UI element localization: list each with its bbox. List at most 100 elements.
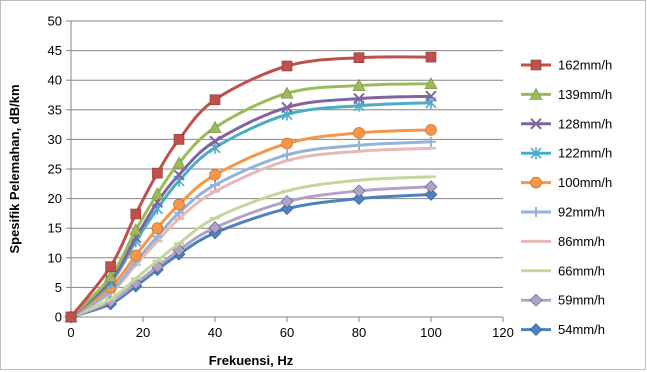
legend-marker	[530, 59, 542, 71]
data-point	[280, 86, 294, 99]
data-point	[209, 94, 221, 106]
legend-marker	[531, 207, 541, 217]
legend-label: 162mm/h	[558, 58, 612, 73]
data-point	[209, 169, 221, 181]
data-point	[208, 120, 222, 133]
data-point	[208, 221, 222, 235]
y-tick-label: 50	[48, 14, 62, 29]
data-point	[426, 136, 436, 147]
y-tick-label: 10	[48, 250, 62, 265]
series-line	[69, 82, 432, 319]
data-point	[281, 60, 293, 72]
data-point	[281, 137, 293, 150]
legend-item: 100mm/h	[521, 175, 612, 190]
data-point	[424, 180, 438, 194]
legend-marker	[529, 293, 543, 307]
legend-label: 100mm/h	[558, 175, 612, 190]
series-line	[70, 175, 432, 319]
x-tick-label: 0	[67, 325, 74, 340]
data-point	[353, 52, 365, 64]
y-tick-labels: 0 5 10 15 20 25 30 35 40 45 50	[48, 14, 62, 325]
series-line	[70, 140, 432, 319]
legend-label: 122mm/h	[558, 146, 612, 161]
axes	[66, 20, 504, 322]
x-tick-label: 20	[136, 325, 150, 340]
data-point	[352, 192, 366, 206]
x-tick-label: 40	[208, 325, 222, 340]
x-axis-label: Frekuensi, Hz	[209, 353, 294, 368]
data-point	[425, 51, 437, 63]
data-point	[130, 208, 142, 220]
legend-item: 122mm/h	[521, 146, 612, 161]
y-tick-label: 35	[48, 102, 62, 117]
data-point	[65, 311, 77, 323]
data-point	[352, 184, 366, 198]
series-group	[64, 51, 438, 324]
data-point	[173, 134, 185, 145]
data-point	[173, 169, 185, 181]
legend-item: 162mm/h	[521, 58, 612, 73]
data-point	[152, 167, 163, 179]
legend-label: 139mm/h	[558, 87, 612, 102]
y-tick-label: 40	[48, 73, 62, 88]
legend-item: 128mm/h	[521, 116, 612, 131]
legend-marker	[530, 176, 542, 189]
data-point	[354, 140, 364, 151]
legend-marker	[529, 323, 543, 337]
data-point	[150, 187, 164, 200]
data-point	[353, 127, 365, 139]
data-point	[424, 188, 438, 201]
legend-label: 86mm/h	[558, 234, 605, 249]
y-axis-label: Spesifik Pelemahan, dB/km	[7, 84, 22, 253]
x-tick-labels: 0 20 40 60 80 100 120	[67, 325, 513, 340]
data-point	[129, 223, 143, 236]
series-162mm-h	[65, 51, 437, 323]
legend-label: 92mm/h	[558, 205, 605, 220]
legend-label: 66mm/h	[558, 263, 605, 278]
legend-label: 54mm/h	[558, 322, 605, 337]
legend-item: 66mm/h	[521, 263, 605, 278]
data-point	[173, 198, 185, 211]
legend-item: 59mm/h	[521, 293, 605, 308]
series-line	[70, 101, 432, 319]
data-point	[104, 270, 118, 283]
series-66mm-h	[66, 175, 436, 319]
legend-marker	[529, 87, 543, 100]
data-point	[280, 195, 294, 208]
y-tick-label: 5	[55, 280, 62, 295]
data-point	[281, 101, 293, 114]
legend: 162mm/h 139mm/h 128mm/h 122mm/h 100mm/h 92mm/…	[521, 58, 612, 337]
data-point	[172, 156, 186, 169]
legend-marker	[530, 118, 542, 130]
data-point	[282, 149, 292, 160]
data-point	[209, 135, 221, 147]
x-tick-label: 120	[492, 325, 514, 340]
data-point	[210, 179, 220, 190]
data-point	[425, 90, 437, 102]
y-tick-label: 0	[55, 310, 62, 325]
series-54mm-h	[64, 188, 438, 324]
y-tick-label: 25	[48, 162, 62, 177]
data-point	[424, 77, 438, 90]
legend-item: 92mm/h	[521, 205, 605, 220]
y-tick-label: 30	[48, 132, 62, 147]
data-point	[130, 249, 142, 262]
y-tick-label: 45	[48, 43, 62, 58]
data-point	[105, 261, 116, 272]
y-tick-label: 15	[48, 221, 62, 236]
data-point	[425, 124, 437, 136]
x-tick-label: 100	[420, 325, 442, 340]
legend-item: 54mm/h	[521, 322, 605, 337]
data-point	[352, 78, 366, 91]
x-tick-label: 80	[352, 325, 366, 340]
legend-item: 139mm/h	[521, 87, 612, 102]
legend-label: 128mm/h	[558, 116, 612, 131]
series-line	[70, 146, 432, 319]
legend-marker	[530, 147, 542, 160]
data-point	[353, 92, 365, 105]
y-tick-label: 20	[48, 191, 62, 206]
legend-item: 86mm/h	[521, 234, 605, 249]
x-tick-label: 60	[280, 325, 294, 340]
